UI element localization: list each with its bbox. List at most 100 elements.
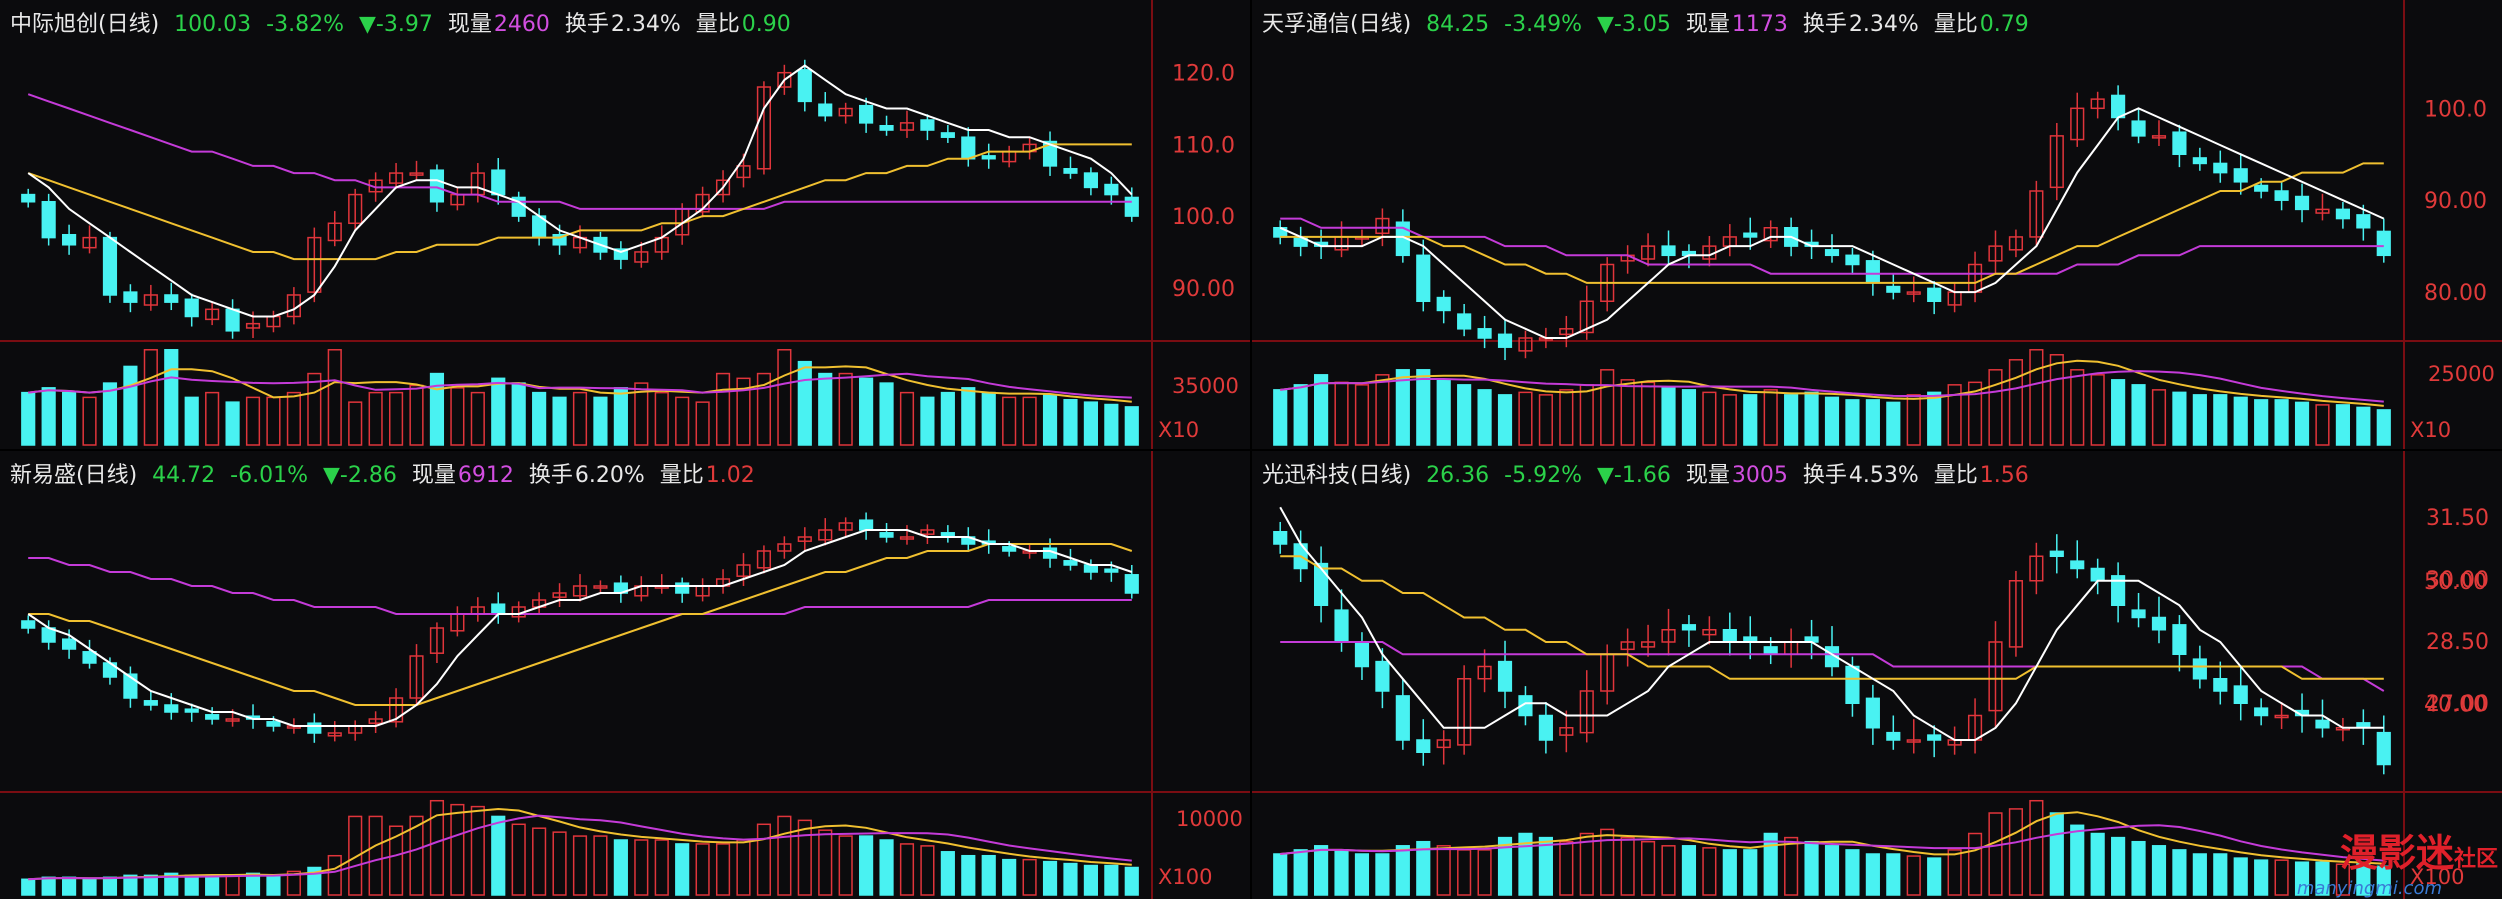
volume-bar [634,839,649,896]
stock-header: 新易盛(日线) 44.72 -6.01% ▼-2.86 现量6912 换手6.2… [10,457,763,489]
candle-body [2315,719,2330,729]
volume-bar [368,391,383,446]
price-tick-label: 90.00 [1172,277,1235,302]
candle-body [920,529,935,535]
price-volume-chart[interactable]: 50.00 40.00 31.50 30.00 28.50 27.00 [1252,451,2502,899]
price-tick-label-right: 28.50 [2426,630,2489,655]
price-volume-chart[interactable]: 100.0 90.00 80.00 [1252,0,2502,449]
candle-body [184,298,199,318]
price-volume-chart[interactable] [0,451,1250,899]
volume-bar [225,401,240,446]
volume-ratio-label: 量比 [659,463,704,488]
volume-bar [1518,391,1533,446]
volume-bar [1579,384,1594,446]
candle-body [859,104,874,124]
candle-body [2111,94,2126,119]
candle-body [2233,168,2248,183]
chart-panel-xinyisheng[interactable]: 新易盛(日线) 44.72 -6.01% ▼-2.86 现量6912 换手6.2… [0,451,1250,899]
volume-bar [2294,861,2310,896]
volume-bar [1865,853,1880,896]
candle-body [756,86,772,170]
volume-bar [327,854,342,896]
volume-value: 3005 [1731,463,1788,488]
ma5-line [27,529,1133,727]
chart-panel-guangxun[interactable]: 50.00 40.00 31.50 30.00 28.50 27.00 光迅科技(日线) … [1252,451,2502,899]
candle-body [1002,546,1017,552]
volume-value: 1173 [1731,12,1788,37]
volume-bar [429,799,445,896]
volume-bar [511,382,526,446]
volume-bar [777,815,792,896]
candle-body [2192,658,2207,680]
volume-bar [1988,812,2003,896]
ma5-line [27,64,1133,318]
turnover-value: 2.34% [1848,12,1919,37]
volume-bar [1293,849,1308,896]
volume-bar [1763,389,1778,446]
volume-bar [143,349,158,446]
volume-bar [327,349,342,446]
volume-bar [2335,404,2350,446]
candle-body [879,124,894,131]
volume-bar [1497,394,1513,446]
volume-bar [818,829,833,896]
chart-panel-zhongji[interactable]: 120.0 110.0 100.0 90.00 中际旭创(日线) 100.03 -3.… [0,0,1250,449]
candle-body [1927,734,1942,741]
price-tick-label-right: 27.00 [2426,692,2489,717]
volume-bar [1395,369,1410,446]
candle-body [818,529,833,541]
volume-bar [123,874,138,896]
candle-body [225,308,240,332]
volume-bar [1620,836,1635,896]
volume-bar [1354,853,1370,896]
volume-bar [777,349,792,446]
price-tick-label: 50.00 [2424,570,2487,595]
candle-body [1559,328,1574,336]
volume-bar [818,372,833,446]
volume-bar [981,854,996,896]
price-tick-label: 40.00 [2424,692,2487,717]
volume-bar [2233,396,2248,446]
volume-bar [920,396,935,446]
volume-bar [1967,832,1983,896]
ma60-line [1280,217,2384,275]
volume-bar [552,396,567,446]
candle-body [327,222,342,242]
watermark-logo: 漫影迷社区 [2340,822,2498,877]
candle-body [1104,183,1119,196]
volume-bar [756,823,772,896]
candle-body [1559,727,1574,736]
volume-bar [1743,394,1758,446]
candle-body [879,532,894,538]
ma20-line [1280,555,2384,680]
volume-ma-line [28,814,1132,881]
volume-bar [1967,381,1983,446]
volume-bar [1702,847,1717,896]
volume-bar [1600,369,1615,446]
candle-body [2315,208,2330,214]
candle-body [572,585,588,597]
volume-bar [1947,384,1962,446]
volume-bar [348,815,363,896]
candle-body [859,519,874,531]
candle-body [961,136,976,160]
candle-body [491,603,506,615]
candle-body [797,536,812,542]
volume-bar [838,372,853,446]
candle-body [1988,641,2003,712]
candle-body [2029,190,2044,238]
price-volume-chart[interactable]: 120.0 110.0 100.0 90.00 [0,0,1250,449]
volume-bar [2356,863,2371,896]
candle-body [1518,337,1533,352]
volume-ma-line [28,365,1132,403]
candle-body [2111,575,2126,606]
price-tick-label: 100.0 [1172,205,1235,230]
volume-bar [286,391,301,446]
candle-body [2070,560,2085,570]
candle-body [102,236,118,296]
volume-bar [1002,858,1017,896]
price-tick-label: 110.0 [1172,133,1235,158]
chart-panel-tianfu[interactable]: 100.0 90.00 80.00 天孚通信(日线) 84.25 -3.49% ▼-… [1252,0,2502,449]
candle-body [2192,157,2207,165]
volume-bar [1906,394,1921,446]
